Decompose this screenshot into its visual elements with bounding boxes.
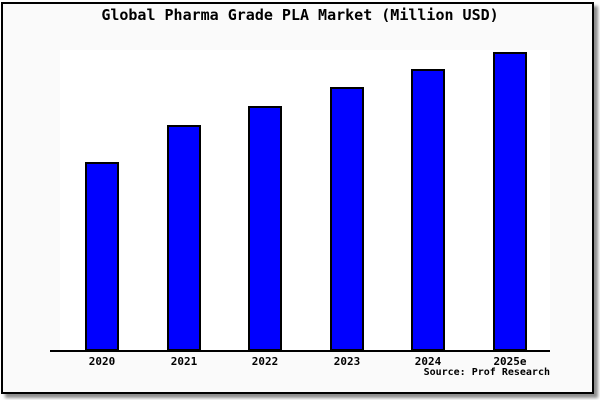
bar-2020 — [85, 162, 119, 351]
plot-area — [60, 50, 550, 351]
bar-2024 — [411, 69, 445, 351]
bar-2022 — [248, 106, 282, 351]
source-credit: Source: Prof Research — [423, 367, 550, 378]
x-tick-label-2023: 2023 — [333, 355, 361, 368]
bar-2025e — [493, 52, 527, 351]
bar-2023 — [330, 87, 364, 351]
x-tick-label-2024: 2024 — [414, 355, 442, 368]
x-tick-label-2022: 2022 — [251, 355, 279, 368]
x-tick-label-2020: 2020 — [88, 355, 116, 368]
x-tick-label-2025e: 2025e — [493, 355, 527, 368]
x-axis-line — [50, 350, 550, 352]
x-tick-label-2021: 2021 — [170, 355, 198, 368]
chart-title: Global Pharma Grade PLA Market (Million … — [101, 6, 499, 24]
bar-2021 — [167, 125, 201, 351]
